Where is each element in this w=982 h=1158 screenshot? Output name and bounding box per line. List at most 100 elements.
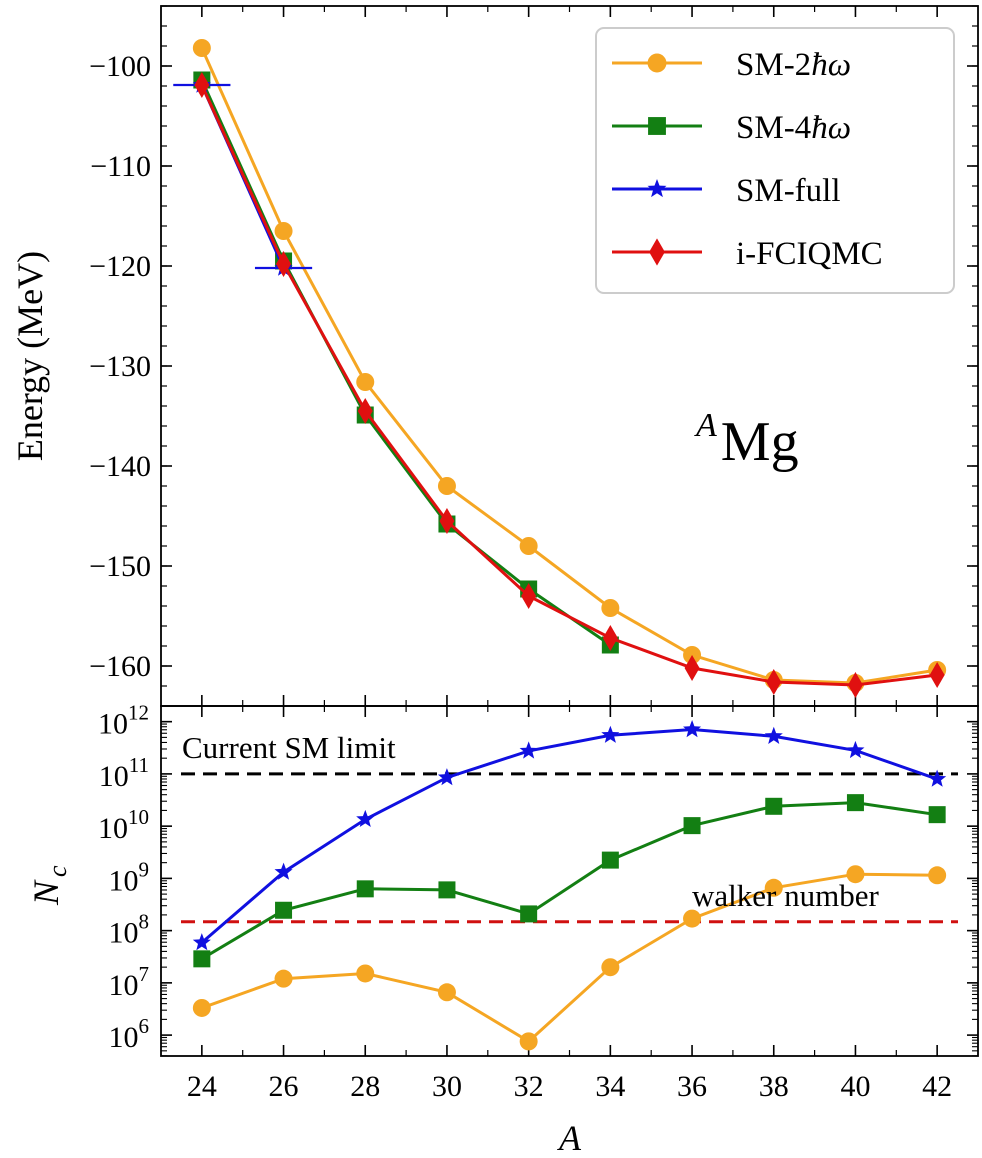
x-tick-label: 38 <box>759 1070 789 1103</box>
energy-point-i-fciqmc <box>521 583 537 609</box>
legend-label-sm-4hw: SM-4ħω <box>736 110 851 146</box>
legend-marker-sm-2hw <box>647 53 667 73</box>
nc-tick-exponent: 8 <box>139 910 150 934</box>
energy-tick-label: −110 <box>90 150 151 183</box>
nc-point-sm-4hw <box>275 901 293 919</box>
nc-tick-label: 106 <box>109 1014 150 1054</box>
x-tick-label: 42 <box>922 1070 952 1103</box>
legend-frame <box>595 27 955 294</box>
legend-label-hbar: ħ <box>811 110 828 146</box>
nc-tick-exponent: 7 <box>139 962 150 986</box>
legend-label-hbar: ħ <box>811 47 828 83</box>
energy-point-sm-2hw <box>519 537 538 555</box>
energy-tick-label: −150 <box>89 550 151 583</box>
energy-point-i-fciqmc <box>194 72 210 98</box>
nc-line-sm-2hw <box>201 872 938 1044</box>
nc-point-sm-4hw <box>765 797 783 815</box>
nc-tick-exponent: 6 <box>139 1014 150 1038</box>
nc-tick-base: 10 <box>98 812 128 845</box>
nucleus-element-symbol: Mg <box>721 411 799 473</box>
nc-point-sm-2hw <box>764 878 783 897</box>
nc-tick-label: 1010 <box>98 805 149 845</box>
nc-point-sm-4hw <box>438 881 456 899</box>
nc-point-sm-full <box>764 726 783 744</box>
nc-point-sm-full <box>356 809 375 827</box>
nc-axis-label: N c <box>26 865 72 906</box>
nc-tick-base: 10 <box>109 969 139 1002</box>
nucleus-annotation: A Mg <box>694 407 799 473</box>
energy-point-sm-2hw <box>437 477 456 495</box>
nc-tick-label: 1012 <box>98 701 149 741</box>
legend-label-base: SM-full <box>736 173 841 209</box>
nc-point-sm-2hw <box>356 964 375 983</box>
energy-point-i-fciqmc <box>276 251 292 277</box>
energy-tick-label: −120 <box>89 250 151 283</box>
x-tick-label: 24 <box>187 1070 217 1103</box>
nc-tick-base: 10 <box>109 864 139 897</box>
x-tick-label: 26 <box>269 1070 299 1103</box>
energy-point-sm-2hw <box>192 39 211 57</box>
energy-tick-label: −100 <box>89 50 151 83</box>
nc-tick-base: 10 <box>109 917 139 950</box>
nc-tick-exponent: 11 <box>129 753 149 777</box>
x-tick-label: 30 <box>432 1070 462 1103</box>
energy-line-i-fciqmc <box>200 84 938 687</box>
nc-point-sm-4hw <box>193 950 211 968</box>
nc-tick-exponent: 9 <box>139 857 150 881</box>
nc-tick-label: 107 <box>109 962 150 1002</box>
nc-point-sm-2hw <box>846 865 865 884</box>
nc-line-sm-4hw <box>201 801 938 961</box>
nc-tick-label: 108 <box>109 910 150 950</box>
energy-point-i-fciqmc <box>929 662 945 688</box>
legend-label-sm-full: SM-full <box>736 173 841 209</box>
energy-point-i-fciqmc <box>847 672 863 698</box>
energy-tick-label: −130 <box>89 350 151 383</box>
energy-point-sm-2hw <box>274 222 293 240</box>
nc-point-sm-full <box>601 725 620 743</box>
nc-tick-exponent: 10 <box>128 805 149 829</box>
legend-marker-i-fciqmc <box>649 238 665 266</box>
nc-point-sm-4hw <box>356 880 374 898</box>
nc-point-sm-4hw <box>846 794 864 812</box>
energy-line-sm-2hw <box>200 47 938 685</box>
energy-panel: −100 −110 −120 −130 −140 −150 −160 <box>89 5 979 707</box>
nc-point-sm-full <box>192 933 211 951</box>
nc-tick-base: 10 <box>109 1021 139 1054</box>
x-axis-label: A <box>557 1118 582 1158</box>
nc-point-sm-full <box>683 720 702 738</box>
legend: SM-2ħω SM-4ħω SM-full i-FCIQMC <box>595 27 955 294</box>
nc-point-sm-2hw <box>601 958 620 977</box>
nc-point-sm-full <box>437 768 456 786</box>
x-tick-label: 34 <box>595 1070 625 1103</box>
nucleus-mass-superscript: A <box>694 407 717 444</box>
nc-point-sm-2hw <box>928 866 947 885</box>
x-tick-label: 32 <box>514 1070 544 1103</box>
nc-point-sm-2hw <box>274 969 293 988</box>
nc-tick-label: 1011 <box>99 753 149 793</box>
nc-point-sm-4hw <box>683 817 701 835</box>
nc-point-sm-2hw <box>683 909 702 928</box>
legend-label-base: SM-2 <box>736 47 811 83</box>
energy-axis-label: Energy (MeV) <box>10 251 50 461</box>
nc-line-sm-full <box>200 727 938 944</box>
nc-point-sm-4hw <box>601 851 619 869</box>
nc-point-sm-full <box>274 862 293 880</box>
nc-point-sm-full <box>519 741 538 759</box>
walker-number-annotation: walker number <box>692 878 879 913</box>
energy-point-i-fciqmc <box>602 625 618 651</box>
nc-tick-label: 109 <box>109 857 150 897</box>
energy-point-i-fciqmc <box>357 398 373 424</box>
legend-label-i-fciqmc: i-FCIQMC <box>736 236 883 272</box>
legend-label-omega: ω <box>828 47 851 83</box>
legend-marker-sm-full <box>647 179 667 198</box>
energy-point-i-fciqmc <box>684 655 700 681</box>
energy-point-sm-2hw <box>601 599 620 617</box>
energy-tick-label: −140 <box>89 450 151 483</box>
nc-point-sm-2hw <box>192 998 211 1017</box>
x-tick-label: 36 <box>677 1070 707 1103</box>
energy-point-sm-2hw <box>356 373 375 391</box>
nc-axis-label-sub: c <box>43 865 72 877</box>
legend-marker-sm-4hw <box>648 117 666 135</box>
